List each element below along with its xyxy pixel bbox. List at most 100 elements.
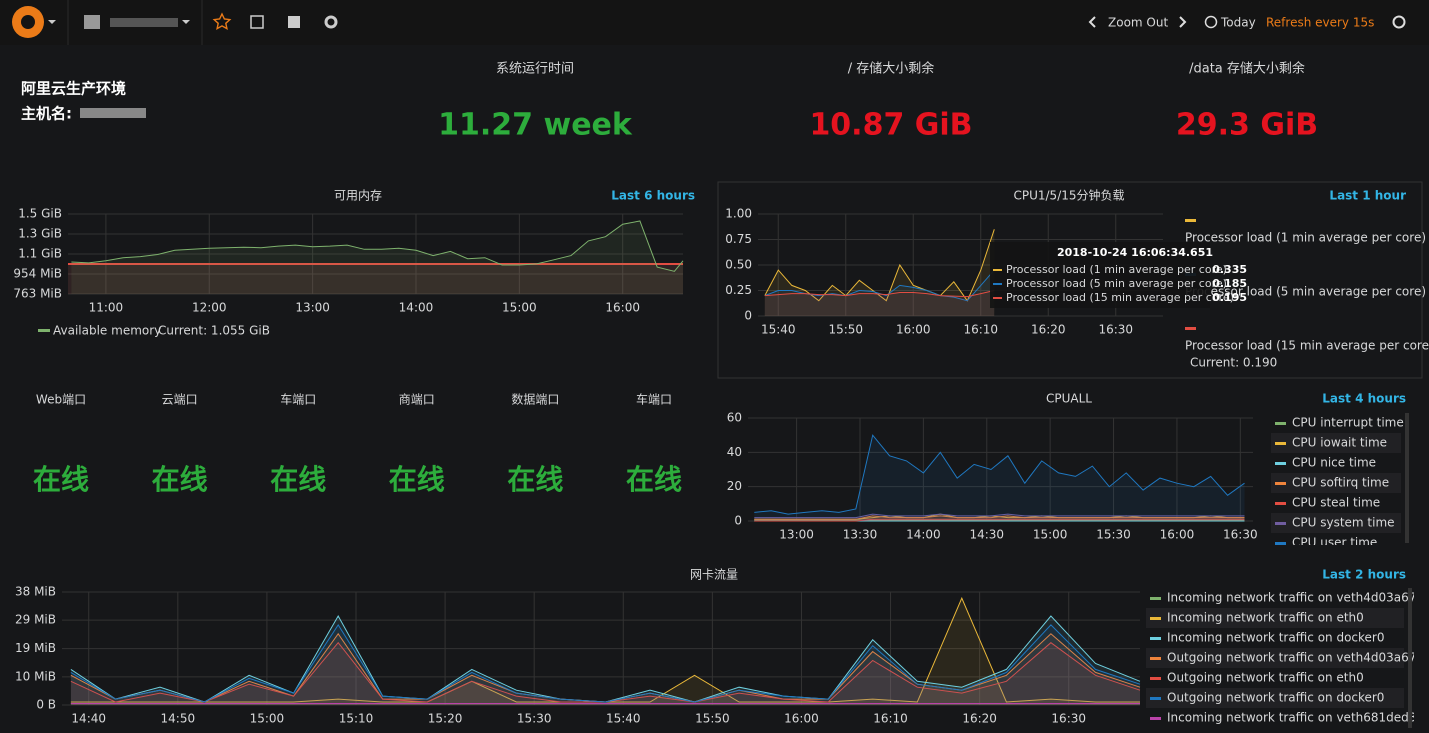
y-tick-label: 0.25	[725, 283, 752, 297]
stat-value: 11.27 week	[438, 108, 633, 143]
legend-swatch	[1150, 617, 1161, 620]
x-tick-label: 16:30	[1223, 528, 1258, 542]
series-area	[70, 624, 1140, 705]
x-tick-label: 15:50	[828, 323, 863, 337]
legend-scrollbar	[1405, 413, 1409, 543]
y-tick-label: 1.5 GiB	[18, 207, 62, 221]
refresh-button[interactable]	[1392, 15, 1406, 29]
legend-swatch	[1150, 677, 1161, 680]
x-tick-label: 15:10	[339, 712, 374, 726]
series-line	[71, 220, 684, 272]
y-tick-label: 0.50	[725, 258, 752, 272]
status-value: 在线	[33, 463, 89, 496]
legend-row	[1271, 513, 1401, 533]
tooltip-swatch	[993, 269, 1002, 271]
x-tick-label: 11:00	[89, 301, 124, 315]
legend-row	[1146, 608, 1404, 628]
x-tick-label: 16:10	[873, 712, 908, 726]
status-title: 商端口	[399, 392, 435, 407]
status-title: 车端口	[280, 392, 316, 407]
time-back[interactable]	[1088, 16, 1096, 28]
legend-label: CPU nice time	[1292, 456, 1376, 470]
star-button[interactable]	[212, 12, 232, 30]
series-area	[764, 290, 995, 316]
series-line	[754, 518, 1245, 522]
legend-scrollbar	[1408, 588, 1412, 728]
text-panel-host: 主机名:	[21, 105, 72, 123]
panel-title: 网卡流量	[690, 568, 738, 582]
dashboard-icon[interactable]	[84, 15, 100, 29]
legend-swatch	[1275, 462, 1286, 465]
legend-swatch	[1275, 542, 1286, 545]
stat-value: 10.87 GiB	[809, 108, 972, 143]
legend-label: Processor load (15 min average per core)	[1185, 339, 1429, 353]
y-tick-label: 60	[727, 411, 742, 425]
stat-title: / 存储大小剩余	[848, 61, 935, 77]
y-tick-label: 1.3 GiB	[18, 227, 62, 241]
save-button[interactable]	[288, 16, 300, 28]
x-tick-label: 14:40	[71, 712, 106, 726]
stat-title: 系统运行时间	[496, 62, 574, 77]
x-tick-label: 15:40	[761, 323, 796, 337]
x-tick-label: 16:00	[605, 301, 640, 315]
y-tick-label: 0 B	[36, 698, 56, 712]
tooltip-name: Processor load (5 min average per core):	[1006, 277, 1231, 290]
series-area	[764, 270, 995, 316]
status-value: 在线	[152, 463, 208, 496]
x-tick-label: 13:00	[295, 301, 330, 315]
legend-swatch	[1275, 502, 1286, 505]
y-tick-label: 0	[744, 309, 752, 323]
legend-label: CPU interrupt time	[1292, 416, 1404, 430]
threshold-area	[68, 263, 683, 294]
y-tick-label: 29 MiB	[15, 613, 56, 627]
legend-label: Available memory	[53, 324, 161, 338]
settings-button[interactable]	[324, 15, 338, 29]
time-forward[interactable]	[1179, 16, 1187, 28]
series-area	[754, 514, 1245, 521]
x-tick-label: 15:00	[502, 301, 537, 315]
series-area	[71, 221, 683, 294]
legend-current: Current: 1.055 GiB	[158, 324, 270, 338]
legend-label: Outgoing network traffic on veth4d03a67	[1167, 651, 1416, 665]
status-title: 车端口	[636, 392, 672, 407]
y-tick-label: 0	[734, 514, 742, 528]
x-tick-label: 15:00	[1033, 528, 1068, 542]
legend-row	[1271, 433, 1401, 453]
y-tick-label: 10 MiB	[15, 669, 56, 683]
legend-swatch	[38, 329, 50, 332]
legend-label: Outgoing network traffic on docker0	[1167, 691, 1384, 705]
zoom-out[interactable]: Zoom Out	[1108, 16, 1168, 30]
legend-label: Processor load (5 min average per core)	[1185, 285, 1426, 299]
refresh-interval[interactable]: Refresh every 15s	[1266, 16, 1374, 30]
x-tick-label: 14:50	[161, 712, 196, 726]
series-line	[754, 515, 1245, 520]
legend-label: Outgoing network traffic on eth0	[1167, 671, 1364, 685]
dashboard-name-blurred[interactable]	[110, 18, 178, 27]
x-tick-label: 13:30	[843, 528, 878, 542]
legend-row	[1146, 648, 1404, 668]
status-value: 在线	[626, 463, 682, 496]
x-tick-label: 15:30	[1096, 528, 1131, 542]
y-tick-label: 40	[727, 445, 742, 459]
x-tick-label: 16:20	[1031, 323, 1066, 337]
x-tick-label: 16:20	[962, 712, 997, 726]
time-picker[interactable]: Today	[1220, 16, 1256, 30]
legend-swatch	[1150, 637, 1161, 640]
y-tick-label: 1.1 GiB	[18, 247, 62, 261]
series-area	[754, 435, 1245, 521]
legend-label: CPU softirq time	[1292, 476, 1389, 490]
navbar	[0, 0, 1429, 45]
share-button[interactable]	[250, 15, 264, 29]
host-blurred	[80, 108, 146, 118]
x-tick-label: 13:00	[779, 528, 814, 542]
legend-swatch	[1275, 482, 1286, 485]
legend-row	[1271, 473, 1401, 493]
x-tick-label: 16:00	[1160, 528, 1195, 542]
legend-label: CPU steal time	[1292, 496, 1380, 510]
tooltip-swatch	[993, 297, 1002, 299]
status-value: 在线	[270, 463, 326, 496]
x-tick-label: 15:50	[695, 712, 730, 726]
legend-label: Incoming network traffic on eth0	[1167, 611, 1364, 625]
y-tick-label: 763 MiB	[13, 287, 62, 301]
legend-label: Incoming network traffic on veth4d03a67	[1167, 591, 1416, 605]
